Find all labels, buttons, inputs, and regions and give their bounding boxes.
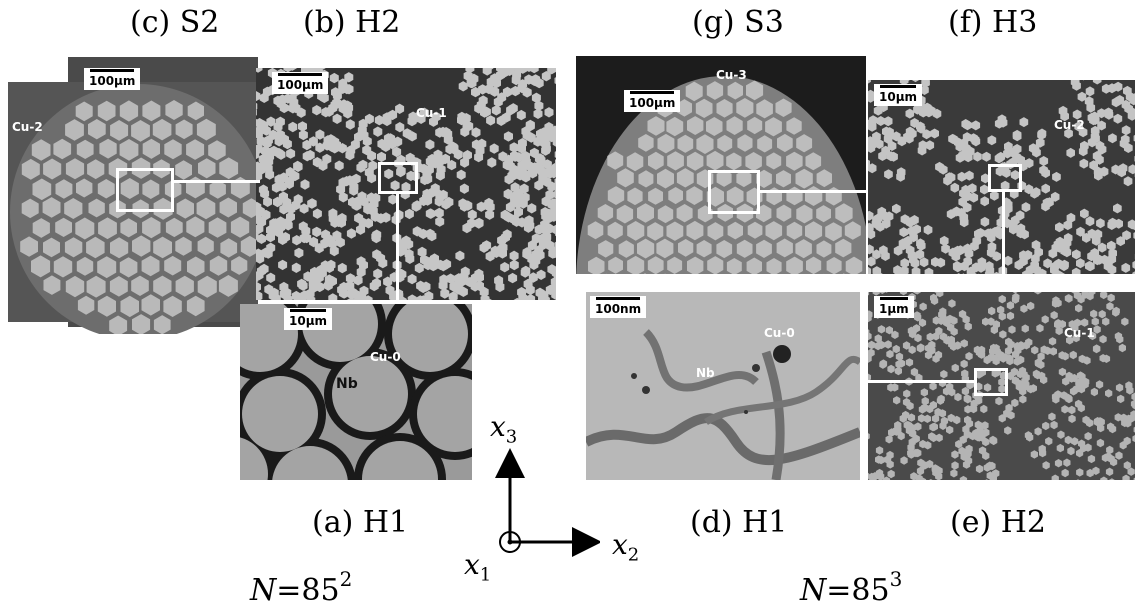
panel-g-s3-micrograph: 100µm Cu-3 [576, 56, 866, 274]
region-label-b: Cu-1 [416, 106, 447, 120]
axis-label-x3: x3 [490, 410, 518, 448]
zoom-line-g-to-f [760, 190, 868, 193]
n-label-right: N=853 [800, 567, 903, 608]
panel-e-h2-micrograph: 1µm Cu-1 [868, 292, 1135, 480]
region-label-g: Cu-3 [716, 68, 747, 82]
panel-f-h3-micrograph: 10µm Cu-2 [868, 80, 1135, 274]
caption-f-h3: (f) H3 [948, 5, 1038, 40]
panel-d-image [586, 292, 860, 480]
region-label-e: Cu-1 [1064, 326, 1095, 340]
scale-bar-a: 10µm [284, 308, 333, 330]
scale-bar-c: 100µm [84, 68, 141, 90]
panel-f-image [868, 80, 1135, 274]
axis-label-x2: x2 [612, 528, 640, 566]
caption-a-h1: (a) H1 [312, 505, 409, 540]
caption-b-h2: (b) H2 [303, 5, 401, 40]
scale-bar-d: 100nm [590, 296, 647, 318]
coordinate-axes [495, 448, 600, 557]
caption-d-h1: (d) H1 [690, 505, 788, 540]
region-label-d-nb: Nb [696, 366, 715, 380]
scale-bar-e: 1µm [874, 296, 914, 318]
zoom-box-e [974, 368, 1008, 396]
zoom-line-f-to-e [1002, 192, 1005, 292]
region-label-c: Cu-2 [12, 120, 43, 134]
n-label-left: N=852 [250, 567, 353, 608]
x1-out-of-plane-icon [499, 531, 521, 553]
panel-g-image [576, 56, 866, 274]
panel-c-image [8, 52, 258, 334]
zoom-box-f [988, 164, 1022, 192]
panel-a-image [240, 304, 472, 480]
panel-a-h1-micrograph: 10µm Cu-0 Nb [240, 304, 472, 480]
zoom-line-b-to-a [396, 194, 399, 304]
panel-b-h2-micrograph: 100µm Cu-1 [256, 68, 556, 300]
zoom-line-e-to-d [868, 380, 974, 383]
zoom-box-b [378, 162, 418, 194]
caption-g-s3: (g) S3 [692, 5, 784, 40]
panel-c-s2-micrograph: 100µm Cu-2 [8, 52, 258, 334]
scale-bar-f: 10µm [874, 84, 923, 106]
caption-c-s2: (c) S2 [130, 5, 220, 40]
scale-bar-g: 100µm [624, 90, 681, 112]
zoom-box-g [708, 170, 760, 214]
panel-e-image [868, 292, 1135, 480]
region-label-a-cu0: Cu-0 [370, 350, 401, 364]
region-label-d-cu0: Cu-0 [764, 326, 795, 340]
axis-label-x1: x1 [464, 548, 492, 586]
zoom-box-c [116, 168, 174, 212]
panel-d-h1-micrograph: 100nm Cu-0 Nb [586, 292, 860, 480]
region-label-a-nb: Nb [336, 376, 358, 392]
zoom-line-c-to-b [174, 180, 260, 183]
region-label-f: Cu-2 [1054, 118, 1085, 132]
scale-bar-b: 100µm [272, 72, 329, 94]
caption-e-h2: (e) H2 [950, 505, 1046, 540]
